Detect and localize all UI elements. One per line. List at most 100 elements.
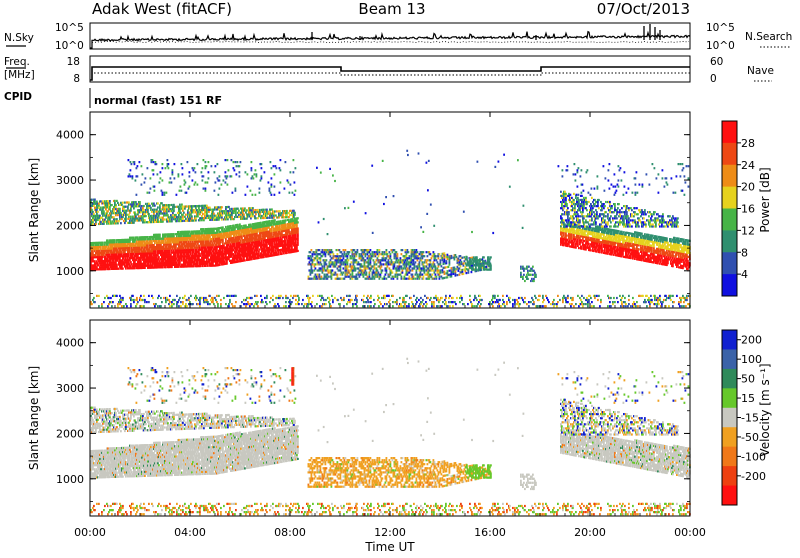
range-gate-cell — [376, 257, 379, 260]
range-gate-cell — [178, 189, 181, 192]
range-gate-cell — [120, 245, 122, 248]
range-gate-cell — [293, 181, 296, 184]
range-gate-cell — [315, 251, 318, 254]
range-gate-cell — [181, 230, 183, 233]
range-gate-cell — [260, 167, 263, 170]
range-gate-cell — [128, 215, 130, 218]
range-gate-cell — [110, 245, 112, 248]
range-gate-cell — [174, 257, 176, 260]
range-gate-cell — [166, 233, 168, 236]
range-gate-cell — [285, 225, 287, 228]
range-gate-cell — [176, 235, 178, 238]
range-gate-cell — [181, 255, 183, 258]
range-gate-cell — [102, 243, 104, 246]
range-gate-cell — [110, 214, 112, 217]
range-gate-cell — [127, 255, 129, 258]
range-gate-cell — [161, 239, 163, 242]
range-gate-cell — [157, 245, 159, 249]
range-gate-cell — [221, 218, 223, 221]
range-gate-cell — [98, 264, 100, 267]
range-gate-cell — [176, 265, 178, 268]
range-gate-cell — [273, 212, 275, 215]
range-gate-cell — [171, 220, 173, 223]
range-gate-cell — [177, 263, 179, 266]
range-gate-cell — [189, 230, 191, 233]
range-gate-cell — [187, 261, 189, 264]
range-gate-cell — [252, 207, 254, 210]
range-gate-cell — [165, 241, 167, 244]
range-gate-cell — [195, 211, 197, 214]
range-gate-cell — [182, 236, 184, 240]
range-gate-cell — [175, 249, 177, 252]
range-gate-cell — [118, 251, 120, 254]
range-gate-cell — [185, 245, 187, 248]
range-gate-cell — [111, 245, 113, 248]
range-gate-cell — [168, 259, 170, 262]
range-gate-cell — [151, 235, 153, 239]
range-gate-cell — [330, 277, 333, 280]
range-gate-cell — [109, 243, 111, 246]
range-gate-cell — [242, 207, 244, 210]
range-gate-cell — [145, 244, 147, 247]
range-gate-cell — [191, 248, 193, 252]
range-gate-cell — [133, 261, 135, 264]
range-gate-cell — [120, 259, 122, 262]
range-gate-cell — [143, 248, 145, 251]
range-gate-cell — [167, 235, 169, 238]
range-gate-cell — [160, 266, 162, 269]
range-gate-cell — [143, 258, 145, 261]
range-gate-cell — [167, 167, 170, 170]
range-gate-cell — [334, 265, 337, 268]
range-gate-cell — [167, 218, 169, 221]
range-gate-cell — [107, 268, 109, 271]
range-gate-cell — [157, 250, 159, 253]
range-gate-cell — [179, 251, 181, 254]
range-gate-cell — [146, 256, 148, 259]
range-gate-cell — [189, 263, 191, 266]
range-gate-cell — [406, 273, 409, 276]
range-gate-cell — [133, 263, 135, 266]
nave-tick-bottom: 0 — [710, 73, 717, 85]
range-gate-cell — [93, 216, 95, 220]
range-gate-cell — [111, 249, 113, 252]
range-gate-cell — [103, 264, 105, 267]
range-gate-cell — [116, 267, 118, 270]
range-gate-cell — [128, 213, 130, 216]
range-gate-cell — [163, 253, 165, 257]
range-gate-cell — [185, 234, 187, 237]
range-gate-cell — [344, 249, 347, 252]
range-gate-cell — [179, 255, 181, 258]
range-gate-cell — [386, 253, 389, 256]
range-gate-cell — [192, 240, 194, 243]
range-gate-cell — [161, 193, 164, 196]
range-gate-cell — [403, 261, 406, 264]
range-gate-cell — [95, 247, 97, 251]
range-gate-cell — [189, 248, 191, 252]
range-gate-cell — [92, 254, 94, 257]
range-gate-cell — [138, 264, 140, 268]
range-gate-cell — [216, 247, 218, 251]
range-gate-cell — [395, 267, 398, 270]
range-gate-cell — [93, 260, 95, 263]
range-gate-cell — [370, 267, 373, 270]
range-gate-cell — [163, 233, 165, 236]
range-gate-cell — [115, 222, 117, 225]
range-gate-cell — [124, 221, 126, 225]
range-gate-cell — [188, 230, 190, 233]
range-gate-cell — [182, 205, 184, 208]
range-gate-cell — [213, 250, 215, 253]
range-gate-cell — [127, 244, 129, 248]
range-gate-cell — [106, 243, 108, 246]
range-gate-cell — [118, 257, 120, 260]
range-gate-cell — [250, 167, 253, 170]
range-gate-cell — [337, 257, 340, 260]
range-gate-cell — [178, 233, 180, 236]
range-gate-cell — [97, 252, 99, 255]
range-gate-cell — [415, 271, 418, 274]
range-gate-cell — [401, 249, 404, 252]
range-gate-cell — [146, 246, 148, 249]
range-gate-cell — [173, 241, 175, 244]
range-gate-cell — [187, 251, 189, 254]
range-gate-cell — [399, 257, 402, 260]
range-gate-cell — [327, 271, 330, 274]
